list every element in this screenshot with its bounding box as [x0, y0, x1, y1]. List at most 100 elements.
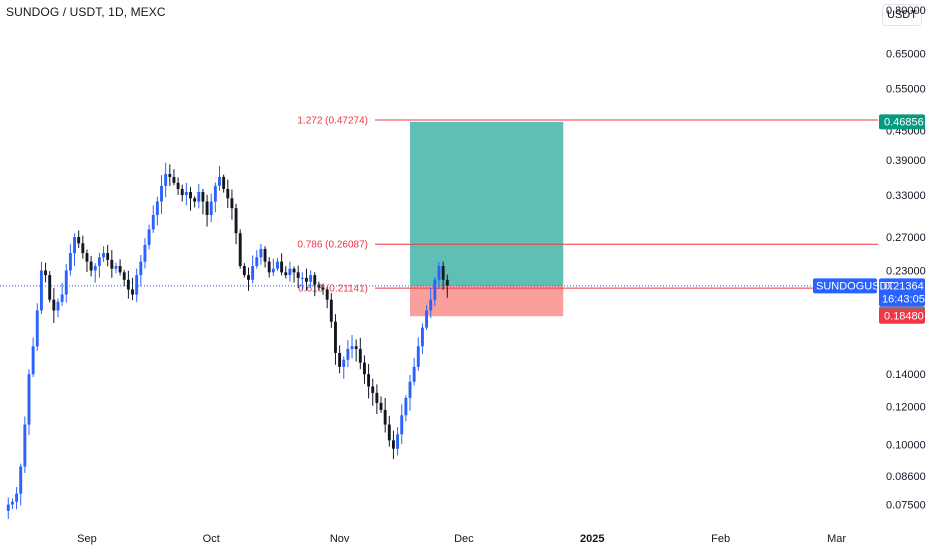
candle-body — [429, 299, 433, 311]
candle-body — [172, 176, 176, 183]
candle-body — [85, 253, 89, 262]
candle-body — [155, 201, 159, 216]
y-tick-label: 0.14000 — [886, 369, 926, 381]
loss-zone — [410, 285, 564, 317]
candle-body — [379, 402, 383, 410]
time-axis: Sep Oct Nov Dec 2025 Feb Mar — [77, 533, 846, 545]
candle-body — [164, 174, 168, 186]
price-badge-value: 0.21364 — [884, 280, 924, 292]
candle-body — [420, 327, 424, 347]
candle-body — [234, 208, 238, 234]
fib-label: 0.618 (0.21141) — [298, 284, 368, 295]
x-tick-label: Oct — [203, 533, 220, 545]
candle-body — [391, 440, 395, 449]
candle-body — [354, 346, 358, 349]
candle-body — [205, 201, 209, 216]
candle-body — [321, 287, 325, 290]
price-badge-value: 0.46856 — [884, 116, 924, 128]
y-tick-label: 0.39000 — [886, 155, 926, 167]
candle-body — [441, 266, 445, 280]
candle-body — [73, 237, 76, 254]
candle-body — [271, 268, 275, 273]
candle-body — [383, 409, 387, 425]
candle-body — [342, 359, 346, 367]
currency-button[interactable]: USDT — [882, 4, 922, 26]
candle-body — [325, 289, 329, 300]
candle-body — [371, 386, 375, 393]
candle-body — [408, 381, 412, 398]
candle-body — [68, 253, 72, 271]
candle-body — [404, 397, 408, 416]
candle-body — [255, 257, 259, 267]
profit-zone — [410, 121, 564, 286]
candle-body — [363, 362, 366, 375]
candle-body — [346, 348, 350, 360]
candle-body — [131, 289, 134, 295]
candle-body — [425, 310, 429, 328]
candle-body — [168, 174, 172, 177]
y-tick-label: 0.12000 — [886, 401, 926, 413]
candle-body — [242, 266, 246, 276]
candles — [6, 162, 449, 519]
y-tick-label: 0.10000 — [886, 439, 926, 451]
candle-body — [238, 233, 242, 267]
candle-body — [39, 270, 43, 311]
y-tick-label: 0.55000 — [886, 83, 926, 95]
candle-body — [27, 374, 31, 425]
candle-body — [338, 352, 342, 367]
candle-body — [218, 176, 221, 186]
candle-body — [284, 272, 288, 276]
symbol-badge — [813, 278, 877, 294]
candle-body — [102, 253, 105, 258]
candle-body — [445, 279, 449, 286]
candle-body — [437, 266, 441, 280]
candle-body — [267, 261, 271, 273]
candle-body — [300, 277, 304, 279]
y-tick-label: 0.33000 — [886, 190, 926, 202]
candle-body — [89, 261, 93, 271]
candle-body — [114, 266, 118, 269]
candle-body — [292, 268, 296, 273]
candle-body — [412, 366, 416, 382]
candle-body — [288, 268, 292, 276]
candle-body — [180, 188, 184, 196]
countdown-label: 16:43:05 — [882, 293, 925, 305]
x-tick-label: Mar — [827, 533, 846, 545]
price-badge-value: 0.18480 — [884, 311, 924, 323]
candle-body — [77, 237, 81, 244]
y-tick-label: 0.80000 — [886, 5, 926, 17]
candle-body — [222, 176, 226, 189]
candle-body — [416, 346, 420, 367]
y-tick-label: 0.27000 — [886, 232, 926, 244]
candle-body — [23, 424, 27, 467]
candle-body — [230, 198, 234, 209]
candle-body — [176, 182, 180, 189]
candle-body — [151, 215, 155, 230]
candle-body — [251, 266, 255, 280]
chart-title: SUNDOG / USDT, 1D, MEXC — [6, 5, 166, 19]
candle-body — [350, 346, 354, 349]
x-tick-label: Dec — [454, 533, 474, 545]
candle-body — [44, 270, 48, 276]
candle-body — [81, 243, 85, 254]
x-tick-label: Nov — [330, 533, 350, 545]
candle-body — [433, 279, 437, 300]
fib-label: 0.786 (0.26087) — [297, 240, 368, 251]
candle-body — [305, 277, 308, 282]
price-badge — [879, 114, 925, 130]
candle-body — [122, 272, 126, 280]
price-badge — [879, 278, 925, 307]
candle-body — [184, 191, 188, 196]
candle-body — [276, 261, 279, 269]
x-tick-label: Feb — [711, 533, 730, 545]
candle-body — [147, 229, 151, 245]
candle-body — [226, 188, 230, 199]
y-tick-label: 0.07500 — [886, 500, 926, 512]
price-axis: 0.800000.650000.550000.450000.390000.330… — [886, 5, 926, 511]
candle-body — [118, 266, 122, 273]
candle-body — [309, 275, 313, 282]
candle-body — [213, 185, 217, 202]
y-tick-label: 0.65000 — [886, 49, 926, 61]
candle-body — [396, 434, 400, 449]
